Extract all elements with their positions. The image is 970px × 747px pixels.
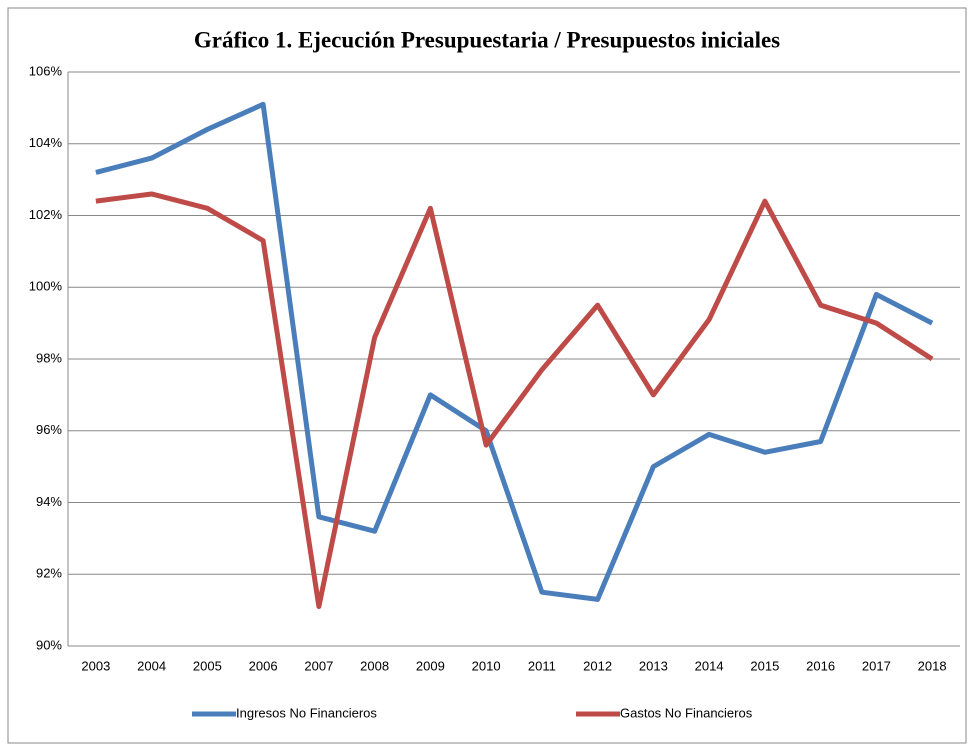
x-tick-label: 2016: [806, 658, 835, 673]
y-tick-label: 98%: [36, 350, 62, 365]
y-tick-label: 102%: [29, 207, 63, 222]
x-tick-label: 2003: [81, 658, 110, 673]
chart-title: Gráfico 1. Ejecución Presupuestaria / Pr…: [194, 27, 780, 52]
x-tick-label: 2008: [360, 658, 389, 673]
data-line: [95, 191, 934, 610]
chart-frame: [7, 7, 967, 744]
x-tick-label: 2004: [137, 658, 166, 673]
legend-label: Ingresos No Financieros: [236, 705, 377, 720]
x-tick-label: 2012: [583, 658, 612, 673]
x-tick-label: 2011: [528, 658, 556, 673]
legend-label: Gastos No Financieros: [620, 705, 753, 720]
y-tick-label: 100%: [29, 279, 63, 294]
x-tick-label: 2014: [695, 658, 724, 673]
x-tick-label: 2013: [639, 658, 668, 673]
y-tick-label: 106%: [29, 63, 63, 78]
x-tick-label: 2009: [416, 658, 445, 673]
x-tick-label: 2007: [304, 658, 333, 673]
y-tick-label: 104%: [29, 135, 63, 150]
y-tick-label: 90%: [36, 637, 62, 652]
y-tick-label: 96%: [36, 422, 62, 437]
x-tick-label: 2010: [472, 658, 501, 673]
data-line: [95, 101, 934, 602]
y-tick-label: 92%: [36, 566, 62, 581]
x-tick-label: 2005: [193, 658, 222, 673]
x-tick-label: 2018: [918, 658, 947, 673]
x-tick-label: 2017: [862, 658, 891, 673]
y-tick-label: 94%: [36, 494, 62, 509]
x-tick-label: 2006: [249, 658, 278, 673]
x-tick-label: 2015: [750, 658, 779, 673]
